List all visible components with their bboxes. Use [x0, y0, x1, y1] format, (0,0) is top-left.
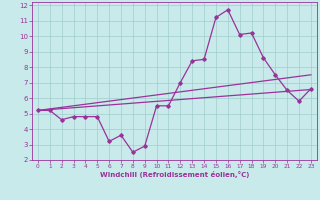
X-axis label: Windchill (Refroidissement éolien,°C): Windchill (Refroidissement éolien,°C) — [100, 171, 249, 178]
